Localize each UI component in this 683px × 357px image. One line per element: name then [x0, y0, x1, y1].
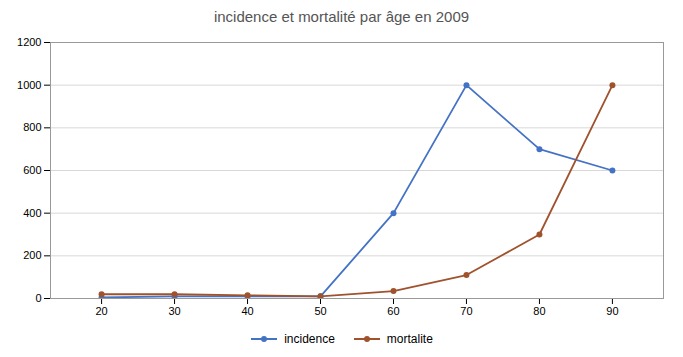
svg-text:30: 30: [168, 305, 180, 317]
svg-text:50: 50: [314, 305, 326, 317]
svg-text:90: 90: [606, 305, 618, 317]
html-text:mortalite: mortalite: [386, 332, 433, 346]
svg-text:400: 400: [23, 207, 41, 219]
svg-text:40: 40: [241, 305, 253, 317]
svg-text:200: 200: [23, 249, 41, 261]
svg-text:800: 800: [23, 121, 41, 133]
html-text:incidence et mortalité par âge: incidence et mortalité par âge en 2009: [213, 8, 470, 25]
svg-text:60: 60: [387, 305, 399, 317]
svg-text:600: 600: [23, 164, 41, 176]
svg-text:20: 20: [95, 305, 107, 317]
svg-text:0: 0: [35, 292, 41, 304]
svg-text:70: 70: [460, 305, 472, 317]
svg-text:80: 80: [533, 305, 545, 317]
html-text:incidence: incidence: [284, 332, 335, 346]
svg-text:1200: 1200: [17, 36, 41, 48]
svg-text:1000: 1000: [17, 79, 41, 91]
